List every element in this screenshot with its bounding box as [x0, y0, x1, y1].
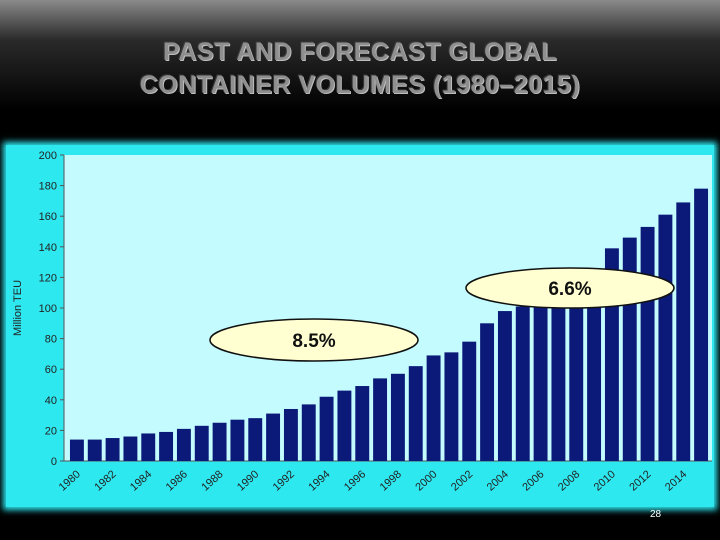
bar-1987 [194, 425, 209, 461]
growth-rate-ellipse [209, 318, 419, 362]
x-tick-label: 2000 [413, 468, 439, 493]
y-tick-label: 80 [45, 334, 57, 346]
bar-2009 [587, 274, 602, 461]
bar-2007 [551, 285, 566, 461]
y-tick-label: 140 [39, 242, 57, 254]
bar-1998 [390, 373, 405, 461]
page-number: 28 [650, 509, 662, 520]
y-tick-label: 100 [39, 303, 57, 315]
plot-area [64, 155, 712, 461]
bar-2014 [676, 202, 691, 461]
bar-1997 [373, 378, 388, 461]
bar-1986 [176, 428, 191, 461]
bar-1990 [248, 418, 263, 461]
bar-1980 [69, 439, 84, 461]
bar-2003 [480, 323, 495, 461]
x-tick-label: 1982 [92, 468, 118, 493]
growth-rate-label: 6.6% [548, 279, 591, 300]
bar-1989 [230, 419, 245, 461]
x-tick-label: 1990 [235, 468, 261, 493]
x-tick-label: 1998 [378, 468, 404, 493]
bar-2005 [515, 306, 530, 461]
y-tick-label: 180 [39, 181, 57, 193]
bar-2001 [444, 352, 459, 461]
bar-1982 [105, 438, 120, 461]
bar-2002 [462, 341, 477, 461]
bar-2008 [569, 280, 584, 461]
x-tick-label: 1988 [199, 468, 225, 493]
slide-title-line-2: CONTAINER VOLUMES (1980–2015) [139, 71, 581, 99]
x-tick-label: 2006 [520, 468, 546, 493]
x-tick-label: 1996 [342, 468, 368, 493]
slide-title-line-1: PAST AND FORECAST GLOBAL [163, 38, 557, 66]
bar-1992 [283, 408, 298, 461]
slide-title: PAST AND FORECAST GLOBAL CONTAINER VOLUM… [0, 36, 720, 102]
bar-1981 [87, 439, 102, 461]
bar-1996 [355, 386, 370, 461]
y-tick-label: 20 [45, 425, 57, 437]
y-tick-label: 60 [45, 364, 57, 376]
bar-2013 [658, 214, 673, 461]
y-tick-label: 160 [39, 211, 57, 223]
bar-2015 [694, 188, 709, 461]
y-tick-label: 120 [39, 272, 57, 284]
bar-2000 [426, 355, 441, 461]
bar-1991 [266, 413, 281, 461]
y-tick-label: 200 [39, 150, 57, 162]
bar-1984 [141, 433, 156, 461]
y-tick-label: 0 [51, 456, 57, 468]
bar-2006 [533, 292, 548, 461]
bar-1993 [301, 404, 316, 461]
bar-1999 [408, 366, 423, 461]
y-tick-label: 40 [45, 395, 57, 407]
bar-2004 [497, 311, 512, 461]
y-axis-label: Million TEU [12, 280, 24, 336]
x-tick-label: 2004 [485, 468, 511, 493]
x-tick-label: 2012 [627, 468, 653, 493]
x-tick-label: 1994 [306, 468, 332, 493]
bar-chart: 0 20 40 60 80 100 120 140 160 180 200 Million TEU 19… [12, 150, 712, 494]
x-tick-label: 2010 [592, 468, 618, 493]
bar-1994 [319, 396, 334, 461]
bar-2012 [640, 226, 655, 461]
x-tick-label: 1992 [271, 468, 297, 493]
growth-rate-ellipse [465, 267, 675, 309]
bar-1983 [123, 436, 138, 461]
x-tick-label: 1980 [57, 468, 83, 493]
growth-rate-label: 8.5% [292, 331, 335, 352]
x-tick-label: 1984 [128, 468, 154, 493]
x-tick-label: 2008 [556, 468, 582, 493]
bar-1985 [159, 431, 174, 461]
x-tick-label: 2014 [663, 468, 689, 493]
x-tick-label: 1986 [164, 468, 190, 493]
chart-frame: 0 20 40 60 80 100 120 140 160 180 200 Million TEU 19… [6, 145, 714, 507]
bar-1988 [212, 422, 227, 461]
bar-1995 [337, 390, 352, 461]
x-tick-label: 2002 [449, 468, 475, 493]
